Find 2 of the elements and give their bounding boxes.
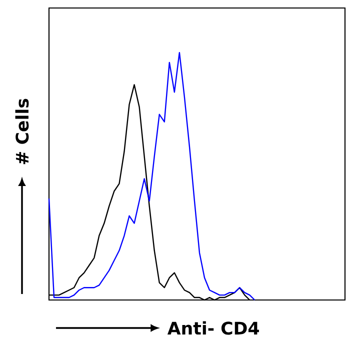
x-axis-title: Anti- CD4 [167,321,259,335]
y-axis-title: # Cells [15,98,29,164]
